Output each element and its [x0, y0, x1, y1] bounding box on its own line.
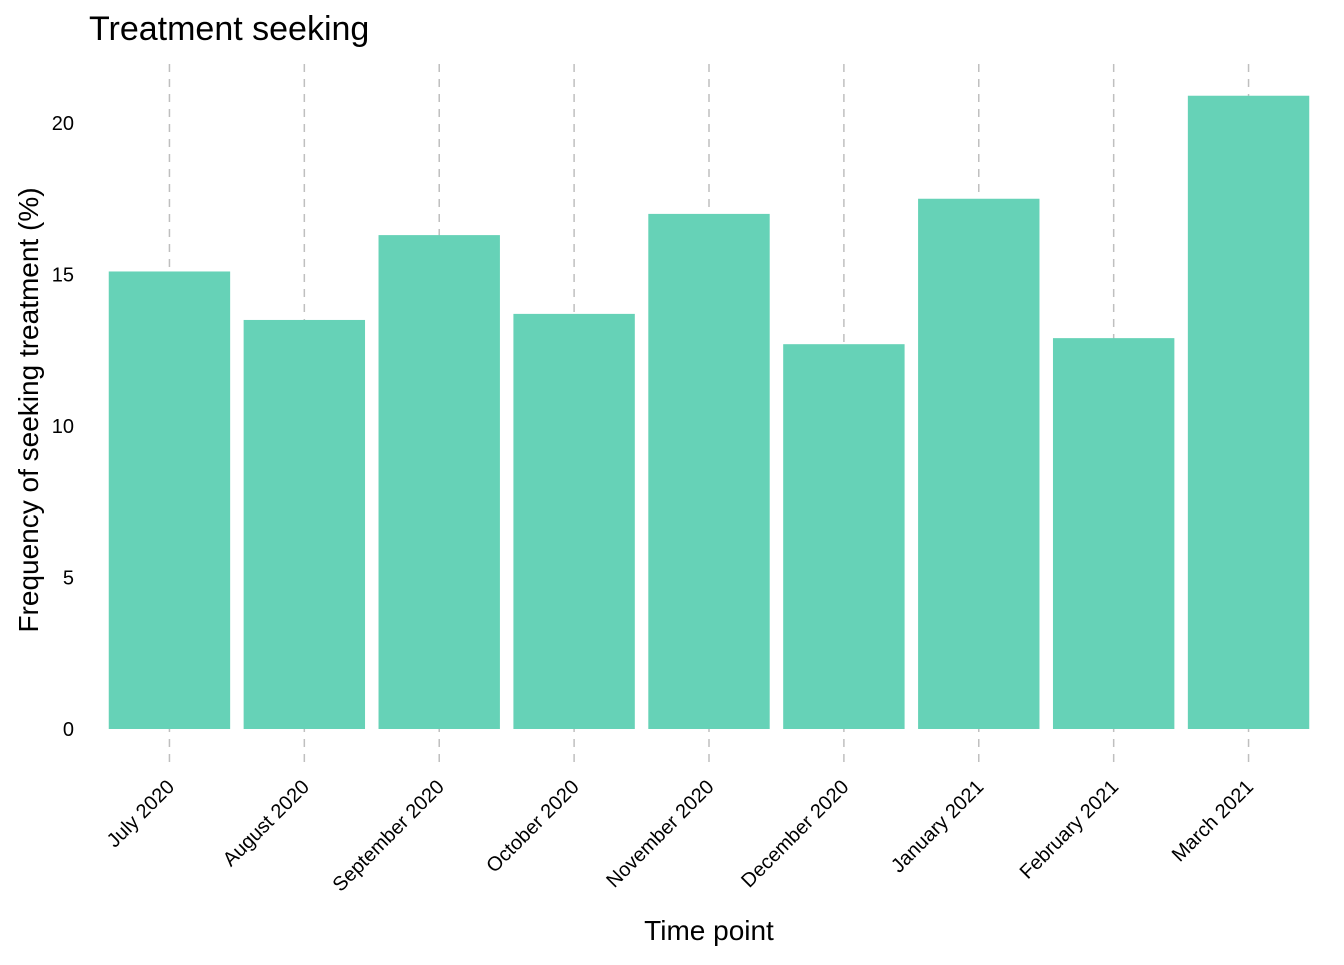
bar — [513, 313, 635, 729]
bar — [1187, 95, 1310, 730]
x-tick-label: October 2020 — [482, 776, 583, 877]
bar — [108, 271, 231, 729]
bar — [648, 213, 770, 729]
y-tick-label: 5 — [63, 568, 74, 590]
x-tick-label: March 2021 — [1168, 776, 1258, 866]
x-axis-ticks: July 2020 August 2020 September 2020 Octobe… — [103, 776, 1258, 896]
y-tick-label: 20 — [52, 113, 74, 135]
x-tick-label: December 2020 — [737, 776, 853, 892]
bar — [918, 198, 1040, 729]
bars — [108, 95, 1310, 730]
x-tick-label: January 2021 — [887, 776, 988, 877]
x-tick-label: February 2021 — [1016, 776, 1124, 884]
bar — [378, 235, 500, 730]
x-tick-label: July 2020 — [103, 776, 179, 852]
x-tick-label: August 2020 — [219, 776, 314, 871]
bar — [783, 344, 905, 729]
x-axis-label: Time point — [644, 915, 774, 946]
bar — [243, 319, 366, 729]
bar — [1052, 338, 1175, 729]
x-tick-label: September 2020 — [329, 776, 449, 896]
y-axis-label: Frequency of seeking treatment (%) — [13, 187, 44, 632]
y-tick-label: 10 — [52, 416, 74, 438]
chart-title: Treatment seeking — [89, 10, 369, 48]
y-axis-ticks: 0 5 10 15 20 — [52, 113, 74, 741]
y-tick-label: 0 — [63, 719, 74, 741]
y-tick-label: 15 — [52, 265, 74, 287]
x-tick-label: November 2020 — [602, 776, 718, 892]
